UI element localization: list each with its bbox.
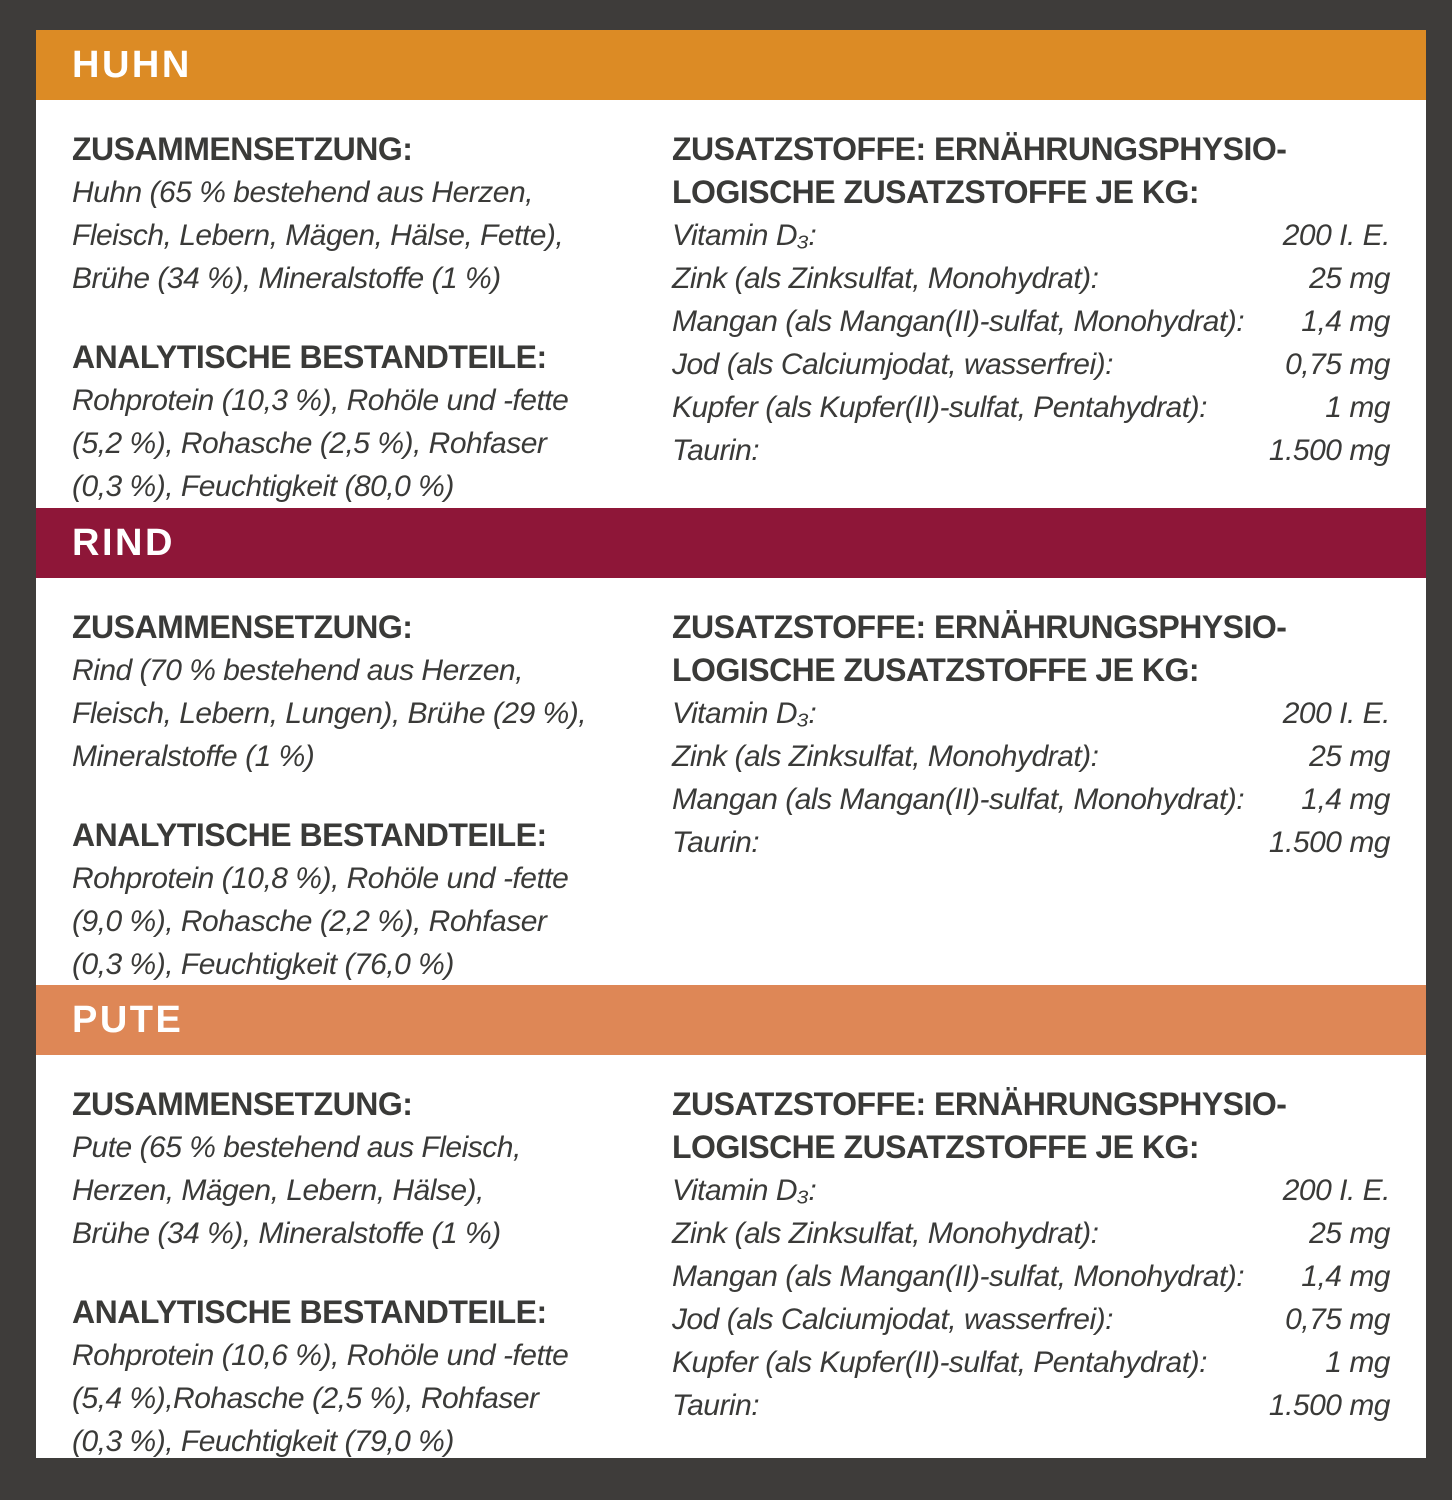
- additive-label: Mangan (als Mangan(II)-sulfat, Monohydra…: [672, 783, 1245, 816]
- section-header-pute: PUTE: [36, 985, 1426, 1055]
- composition-text: Pute (65 % bestehend aus Fleisch, Herzen…: [72, 1131, 521, 1250]
- additive-value: 25 mg: [1309, 262, 1390, 295]
- additive-label: Taurin:: [672, 434, 760, 467]
- additive-value: 1,4 mg: [1301, 305, 1390, 338]
- additives-table: Vitamin D₃: 200 I. E. Zink (als Zinksulfat…: [672, 214, 1391, 472]
- additive-value: 0,75 mg: [1285, 348, 1390, 381]
- section-header-huhn: HUHN: [36, 30, 1426, 100]
- nutrition-label-panel: HUHN ZUSAMMENSETZUNG: Huhn (65 % bestehe…: [36, 30, 1426, 1458]
- additive-value: 1,4 mg: [1301, 1260, 1390, 1293]
- section-title-pute: PUTE: [72, 998, 184, 1041]
- section-body-huhn: ZUSAMMENSETZUNG: Huhn (65 % bestehend au…: [36, 100, 1426, 508]
- section-huhn: HUHN ZUSAMMENSETZUNG: Huhn (65 % bestehe…: [36, 30, 1426, 508]
- additive-label: Jod (als Calciumjodat, wasserfrei):: [672, 1303, 1113, 1336]
- additive-row: Vitamin D₃: 200 I. E.: [672, 692, 1391, 735]
- analytical-text: Rohprotein (10,8 %), Rohöle und -fette (…: [72, 862, 569, 981]
- additive-value: 25 mg: [1309, 1217, 1390, 1250]
- additive-value: 0,75 mg: [1285, 1303, 1390, 1336]
- additive-label: Taurin:: [672, 826, 760, 859]
- additive-row: Zink (als Zinksulfat, Monohydrat): 25 mg: [672, 257, 1390, 300]
- additive-value: 1.500 mg: [1268, 434, 1391, 467]
- additive-row: Zink (als Zinksulfat, Monohydrat): 25 mg: [672, 735, 1390, 778]
- additive-row: Kupfer (als Kupfer(II)-sulfat, Pentahydr…: [672, 1341, 1390, 1384]
- additives-table: Vitamin D₃: 200 I. E. Zink (als Zinksulfat…: [672, 692, 1391, 864]
- composition-column: ZUSAMMENSETZUNG: Huhn (65 % bestehend au…: [72, 128, 637, 508]
- additive-row: Vitamin D₃: 200 I. E.: [672, 214, 1391, 257]
- composition-heading: ZUSAMMENSETZUNG:: [72, 609, 413, 645]
- analytical-heading: ANALYTISCHE BESTANDTEILE:: [72, 1294, 547, 1330]
- additive-label: Jod (als Calciumjodat, wasserfrei):: [672, 348, 1113, 381]
- section-body-rind: ZUSAMMENSETZUNG: Rind (70 % bestehend au…: [36, 578, 1426, 985]
- additive-value: 1 mg: [1325, 391, 1390, 424]
- additive-label: Mangan (als Mangan(II)-sulfat, Monohydra…: [672, 305, 1245, 338]
- section-title-rind: RIND: [72, 521, 175, 564]
- additive-value: 1.500 mg: [1268, 1389, 1391, 1422]
- additives-column: ZUSATZSTOFFE: ERNÄHRUNGSPHYSIO- LOGISCHE…: [672, 1083, 1391, 1458]
- additive-value: 1,4 mg: [1301, 783, 1390, 816]
- analytical-text: Rohprotein (10,6 %), Rohöle und -fette (…: [72, 1339, 569, 1458]
- additive-value: 1.500 mg: [1268, 826, 1391, 859]
- composition-text: Rind (70 % bestehend aus Herzen, Fleisch…: [72, 654, 587, 773]
- additive-label: Vitamin D₃:: [672, 1174, 817, 1207]
- section-title-huhn: HUHN: [72, 43, 192, 86]
- additive-row: Zink (als Zinksulfat, Monohydrat): 25 mg: [672, 1212, 1390, 1255]
- additive-value: 200 I. E.: [1282, 219, 1391, 252]
- additive-row: Taurin: 1.500 mg: [672, 1384, 1391, 1427]
- additive-value: 1 mg: [1325, 1346, 1390, 1379]
- additives-table: Vitamin D₃: 200 I. E. Zink (als Zinksulfat…: [672, 1169, 1391, 1427]
- additive-value: 200 I. E.: [1282, 697, 1391, 730]
- additives-heading: ZUSATZSTOFFE: ERNÄHRUNGSPHYSIO- LOGISCHE…: [672, 609, 1287, 688]
- additive-row: Vitamin D₃: 200 I. E.: [672, 1169, 1391, 1212]
- additive-row: Kupfer (als Kupfer(II)-sulfat, Pentahydr…: [672, 386, 1390, 429]
- additive-row: Mangan (als Mangan(II)-sulfat, Monohydra…: [672, 778, 1390, 821]
- additive-label: Kupfer (als Kupfer(II)-sulfat, Pentahydr…: [672, 1346, 1207, 1379]
- composition-heading: ZUSAMMENSETZUNG:: [72, 131, 413, 167]
- additive-row: Taurin: 1.500 mg: [672, 429, 1391, 472]
- additive-value: 25 mg: [1309, 740, 1390, 773]
- additive-label: Vitamin D₃:: [672, 697, 817, 730]
- composition-text: Huhn (65 % bestehend aus Herzen, Fleisch…: [72, 176, 564, 295]
- analytical-heading: ANALYTISCHE BESTANDTEILE:: [72, 817, 547, 853]
- additive-row: Taurin: 1.500 mg: [672, 821, 1391, 864]
- composition-heading: ZUSAMMENSETZUNG:: [72, 1086, 413, 1122]
- additive-label: Taurin:: [672, 1389, 760, 1422]
- additive-label: Mangan (als Mangan(II)-sulfat, Monohydra…: [672, 1260, 1245, 1293]
- additive-label: Zink (als Zinksulfat, Monohydrat):: [672, 262, 1099, 295]
- additives-column: ZUSATZSTOFFE: ERNÄHRUNGSPHYSIO- LOGISCHE…: [672, 128, 1391, 508]
- additive-row: Mangan (als Mangan(II)-sulfat, Monohydra…: [672, 300, 1390, 343]
- additive-row: Jod (als Calciumjodat, wasserfrei): 0,75 …: [672, 1298, 1390, 1341]
- additive-value: 200 I. E.: [1282, 1174, 1391, 1207]
- additive-label: Vitamin D₃:: [672, 219, 817, 252]
- additives-heading: ZUSATZSTOFFE: ERNÄHRUNGSPHYSIO- LOGISCHE…: [672, 131, 1287, 210]
- analytical-heading: ANALYTISCHE BESTANDTEILE:: [72, 339, 547, 375]
- composition-column: ZUSAMMENSETZUNG: Rind (70 % bestehend au…: [72, 606, 637, 985]
- section-pute: PUTE ZUSAMMENSETZUNG: Pute (65 % bestehe…: [36, 985, 1426, 1458]
- additives-heading: ZUSATZSTOFFE: ERNÄHRUNGSPHYSIO- LOGISCHE…: [672, 1086, 1287, 1165]
- additive-row: Mangan (als Mangan(II)-sulfat, Monohydra…: [672, 1255, 1390, 1298]
- additive-label: Zink (als Zinksulfat, Monohydrat):: [672, 740, 1099, 773]
- additives-column: ZUSATZSTOFFE: ERNÄHRUNGSPHYSIO- LOGISCHE…: [672, 606, 1391, 985]
- section-body-pute: ZUSAMMENSETZUNG: Pute (65 % bestehend au…: [36, 1055, 1426, 1458]
- analytical-text: Rohprotein (10,3 %), Rohöle und -fette (…: [72, 384, 569, 503]
- additive-row: Jod (als Calciumjodat, wasserfrei): 0,75 …: [672, 343, 1390, 386]
- section-header-rind: RIND: [36, 508, 1426, 578]
- composition-column: ZUSAMMENSETZUNG: Pute (65 % bestehend au…: [72, 1083, 637, 1458]
- section-rind: RIND ZUSAMMENSETZUNG: Rind (70 % bestehe…: [36, 508, 1426, 985]
- additive-label: Zink (als Zinksulfat, Monohydrat):: [672, 1217, 1099, 1250]
- additive-label: Kupfer (als Kupfer(II)-sulfat, Pentahydr…: [672, 391, 1207, 424]
